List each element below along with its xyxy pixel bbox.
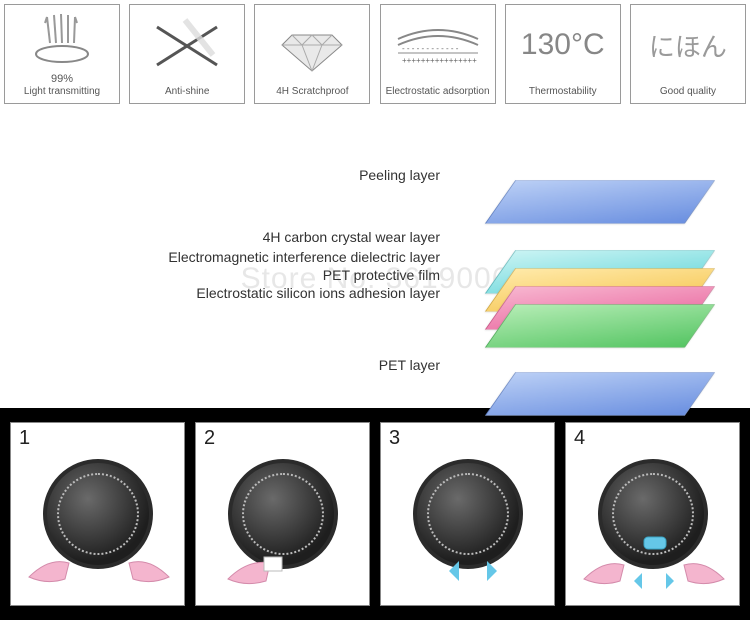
- feature-label-line2: Good quality: [660, 86, 716, 97]
- step-2: 2: [195, 422, 370, 606]
- feature-label-line2: Electrostatic adsorption: [386, 86, 490, 97]
- gauge-icon: [598, 459, 708, 569]
- layer-sheet: [485, 372, 715, 415]
- step-number: 3: [389, 427, 400, 450]
- layer-label: Electrostatic silicon ions adhesion laye…: [120, 285, 440, 301]
- step-3: 3: [380, 422, 555, 606]
- feature-label-line2: Anti-shine: [165, 86, 209, 97]
- feature-label-line2: 4H Scratchproof: [276, 86, 348, 97]
- step-1: 1: [10, 422, 185, 606]
- hands-tool-icon: [574, 521, 734, 591]
- step-4: 4: [565, 422, 740, 606]
- anti-shine-icon: [130, 5, 244, 86]
- light-transmitting-icon: [5, 5, 119, 73]
- layer-label: PET layer: [120, 357, 440, 373]
- feature-electrostatic: ++++++++++++++++ - - - - - - - - - - - -…: [380, 4, 496, 104]
- gauge-icon: [413, 459, 523, 569]
- feature-scratchproof: 4H Scratchproof: [254, 4, 370, 104]
- feature-label: 99% Light transmitting: [24, 73, 100, 97]
- layer-label: Peeling layer: [120, 167, 440, 183]
- layer-label: 4H carbon crystal wear layer: [120, 229, 440, 245]
- steps-row: 1 2: [10, 422, 740, 606]
- feature-thermostability: 130°C Thermostability: [505, 4, 621, 104]
- features-row: 99% Light transmitting Anti-shine: [0, 0, 750, 112]
- feature-label: 4H Scratchproof: [276, 86, 348, 98]
- arrows-icon: [443, 551, 503, 591]
- svg-text:- - - - - - - - - - - -: - - - - - - - - - - - -: [402, 44, 459, 53]
- hands-icon: [222, 521, 342, 591]
- thermostability-icon: 130°C: [506, 5, 620, 86]
- hands-icon: [19, 527, 179, 587]
- feature-label-line2: Light transmitting: [24, 86, 100, 97]
- feature-label-line1: 99%: [24, 73, 100, 86]
- step-number: 1: [19, 427, 30, 450]
- layer-label: PET protective film: [120, 267, 440, 283]
- gauge-icon: [228, 459, 338, 569]
- feature-label: Good quality: [660, 86, 716, 98]
- japanese-text: にほん: [649, 27, 727, 64]
- japanese-icon: にほん: [631, 5, 745, 86]
- layer-sheet: [485, 304, 715, 347]
- svg-text:++++++++++++++++: ++++++++++++++++: [402, 56, 477, 65]
- feature-label-line2: Thermostability: [529, 86, 597, 97]
- diamond-icon: [255, 5, 369, 86]
- feature-anti-shine: Anti-shine: [129, 4, 245, 104]
- feature-good-quality: にほん Good quality: [630, 4, 746, 104]
- steps-section: 1 2: [0, 408, 750, 620]
- feature-label: Electrostatic adsorption: [386, 86, 490, 98]
- layer-label: Electromagnetic interference dielectric …: [120, 249, 440, 265]
- feature-label: Thermostability: [529, 86, 597, 98]
- step-number: 2: [204, 427, 215, 450]
- feature-light-transmitting: 99% Light transmitting: [4, 4, 120, 104]
- step-number: 4: [574, 427, 585, 450]
- layers-diagram: Store No: 3619006 Peeling layer 4H carbo…: [0, 112, 750, 408]
- gauge-icon: [43, 459, 153, 569]
- layer-sheet: [485, 180, 715, 223]
- electrostatic-icon: ++++++++++++++++ - - - - - - - - - - - -: [381, 5, 495, 86]
- thermostability-text: 130°C: [521, 28, 605, 62]
- feature-label: Anti-shine: [165, 86, 209, 98]
